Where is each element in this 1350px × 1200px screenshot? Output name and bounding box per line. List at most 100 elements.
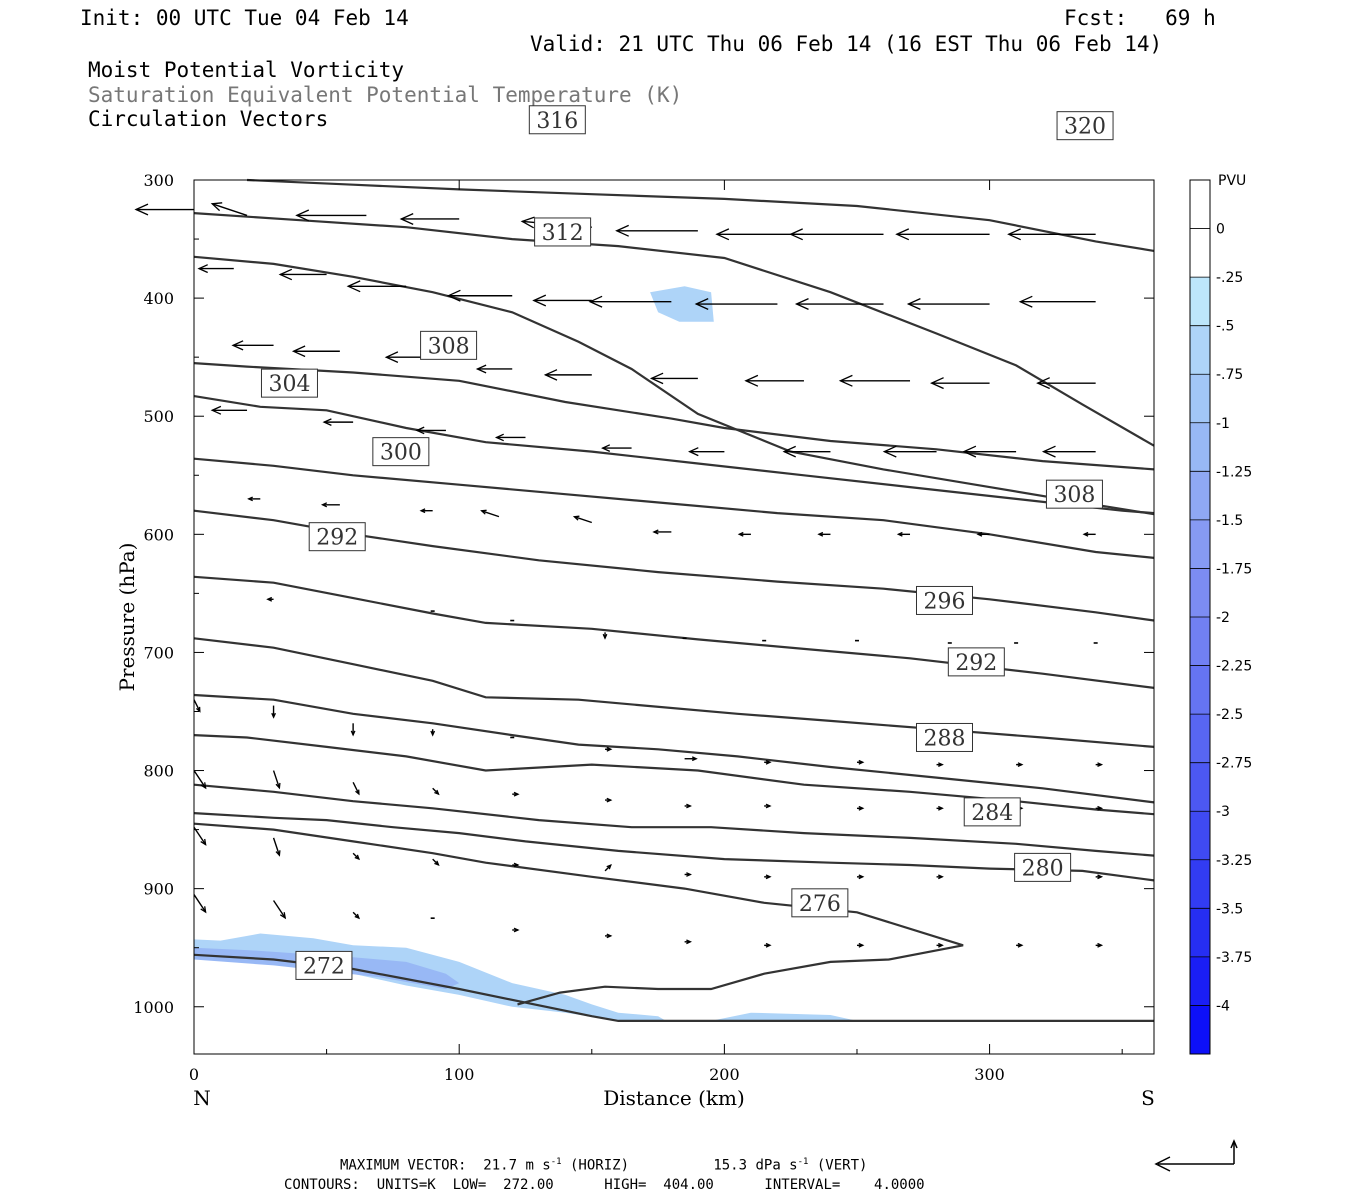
contour-label-6: 296 xyxy=(923,589,965,614)
field-title-pv: Moist Potential Vorticity xyxy=(88,58,405,82)
circulation-vector xyxy=(794,298,884,310)
axis-layer: 300 400 500 600 700 800 900 1000 0 100 200 300 xyxy=(133,171,1154,1084)
theta-contour-13 xyxy=(193,212,1155,447)
circulation-vector xyxy=(480,509,500,518)
contour-label-layer: 272 276 280 284 288 292 296 300 292 304 308 308 312 3… xyxy=(260,105,1114,980)
circulation-vector xyxy=(272,900,287,920)
valid-time: Valid: 21 UTC Thu 06 Feb 14 (16 EST Thu … xyxy=(530,32,1163,56)
circulation-vector xyxy=(1041,445,1096,458)
field-title-theta: Saturation Equivalent Potential Temperat… xyxy=(88,83,683,107)
y-tick-label: 300 xyxy=(143,171,174,190)
colorbar-swatch xyxy=(1190,471,1210,521)
contour-label-box-4 xyxy=(915,722,973,752)
circulation-vector xyxy=(764,942,772,948)
y-tick-label: 400 xyxy=(143,289,174,308)
contour-label-box-12 xyxy=(534,217,592,247)
contour-label-box-6 xyxy=(915,585,973,615)
circulation-vector xyxy=(346,280,407,293)
circulation-vector xyxy=(1095,762,1104,767)
colorbar-swatch xyxy=(1190,568,1210,618)
colorbar-swatch xyxy=(1190,228,1210,278)
contour-label-5: 292 xyxy=(955,651,997,676)
theta-contour-4 xyxy=(193,734,1155,816)
colorbar-label: -3 xyxy=(1216,804,1230,820)
circulation-vector xyxy=(694,298,778,310)
circulation-vector xyxy=(272,837,281,857)
circulation-vector xyxy=(817,531,831,537)
colorbar-label: 0 xyxy=(1216,222,1225,238)
contour-label-box-0 xyxy=(295,950,353,980)
theta-contour-2 xyxy=(193,812,1155,882)
colorbar-swatch xyxy=(1190,762,1210,812)
colorbar-label: -1 xyxy=(1216,416,1230,432)
colorbar-label: -1.5 xyxy=(1216,513,1243,529)
colorbar-label: -3.75 xyxy=(1216,950,1252,966)
circulation-vector xyxy=(352,911,361,920)
circulation-vector xyxy=(266,596,274,602)
max-horiz-exponent: -1 xyxy=(550,1157,562,1167)
colorbar: 0 -.25 -.5 -.75 -1 -1.25 -1.5 -1.75 -2 -2.25 -2.5 -… xyxy=(1189,179,1252,1055)
x-end-label-s: S xyxy=(1141,1086,1155,1110)
circulation-vector xyxy=(432,787,440,796)
contour-label-box-1 xyxy=(791,888,849,918)
colorbar-label: -1.75 xyxy=(1216,561,1252,577)
contour-label-box-14 xyxy=(1056,111,1114,141)
circulation-vector xyxy=(896,531,911,537)
circulation-vector xyxy=(684,803,692,809)
field-title-vectors: Circulation Vectors xyxy=(88,107,329,131)
colorbar-swatch xyxy=(1190,277,1210,327)
max-horiz-value: 21.7 m s xyxy=(483,1157,551,1174)
circulation-vector xyxy=(936,874,944,880)
colorbar-swatch xyxy=(1190,714,1210,764)
x-tick-label: 300 xyxy=(974,1065,1005,1084)
colorbar-label: -.5 xyxy=(1216,319,1234,335)
circulation-vector xyxy=(1016,942,1024,948)
y-tick-label: 1000 xyxy=(133,998,174,1017)
circulation-vector xyxy=(976,531,990,537)
circulation-vector xyxy=(1095,805,1104,811)
contour-label-14: 320 xyxy=(1064,115,1106,140)
colorbar-swatch xyxy=(1190,956,1210,1006)
circulation-vector xyxy=(789,228,884,241)
circulation-vector xyxy=(838,374,911,387)
pv-region-0 xyxy=(650,286,714,322)
circulation-vector xyxy=(272,770,281,790)
circulation-vector xyxy=(605,797,613,803)
plot-frame xyxy=(193,179,1155,1055)
theta-contour-14 xyxy=(246,178,1155,252)
colorbar-swatch xyxy=(1190,665,1210,715)
circulation-vector xyxy=(737,531,751,537)
circulation-vector xyxy=(1095,942,1104,948)
contour-label-box-10 xyxy=(420,330,478,360)
y-tick-label: 900 xyxy=(143,880,174,899)
x-end-label-n: N xyxy=(193,1086,211,1110)
theta-contour-9 xyxy=(193,457,1155,559)
circulation-vector xyxy=(419,508,433,514)
circulation-vector xyxy=(652,529,672,535)
colorbar-label: -1.25 xyxy=(1216,464,1252,480)
contour-label-box-9 xyxy=(260,368,318,398)
max-vert-suffix: (VERT) xyxy=(808,1157,868,1174)
contour-label-9: 304 xyxy=(268,372,310,397)
colorbar-swatch xyxy=(1190,1005,1210,1055)
contour-label-2: 280 xyxy=(1022,856,1064,881)
circulation-vector xyxy=(649,372,698,385)
circulation-vector xyxy=(856,942,865,948)
circulation-vector xyxy=(1082,531,1096,537)
circulation-vector xyxy=(744,374,804,387)
circulation-vector xyxy=(764,874,772,880)
colorbar-label: -.25 xyxy=(1216,270,1243,286)
contour-label-13: 316 xyxy=(536,109,578,134)
contour-label-box-8 xyxy=(308,522,366,552)
circulation-vector xyxy=(764,759,772,765)
circulation-vector xyxy=(962,445,1017,458)
circulation-vector xyxy=(320,502,340,508)
y-tick-label: 600 xyxy=(143,525,174,544)
circulation-vector xyxy=(856,759,865,765)
circulation-vector xyxy=(512,791,520,797)
contour-label-7: 300 xyxy=(380,441,422,466)
circulation-vector xyxy=(193,770,207,790)
circulation-vector xyxy=(193,826,207,846)
circulation-vector xyxy=(271,705,276,719)
circulation-vector xyxy=(684,872,692,877)
